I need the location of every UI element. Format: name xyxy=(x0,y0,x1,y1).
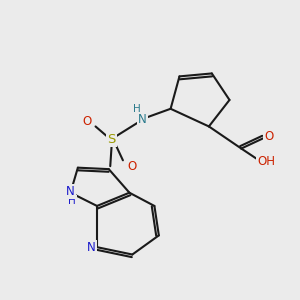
Text: N: N xyxy=(87,241,96,254)
Text: H: H xyxy=(134,104,141,114)
Text: N: N xyxy=(138,112,147,126)
Text: S: S xyxy=(107,133,116,146)
Text: O: O xyxy=(127,160,136,173)
Text: O: O xyxy=(264,130,273,143)
Text: H: H xyxy=(68,196,76,206)
Text: OH: OH xyxy=(257,155,275,168)
Text: N: N xyxy=(66,185,75,198)
Text: O: O xyxy=(82,115,91,128)
